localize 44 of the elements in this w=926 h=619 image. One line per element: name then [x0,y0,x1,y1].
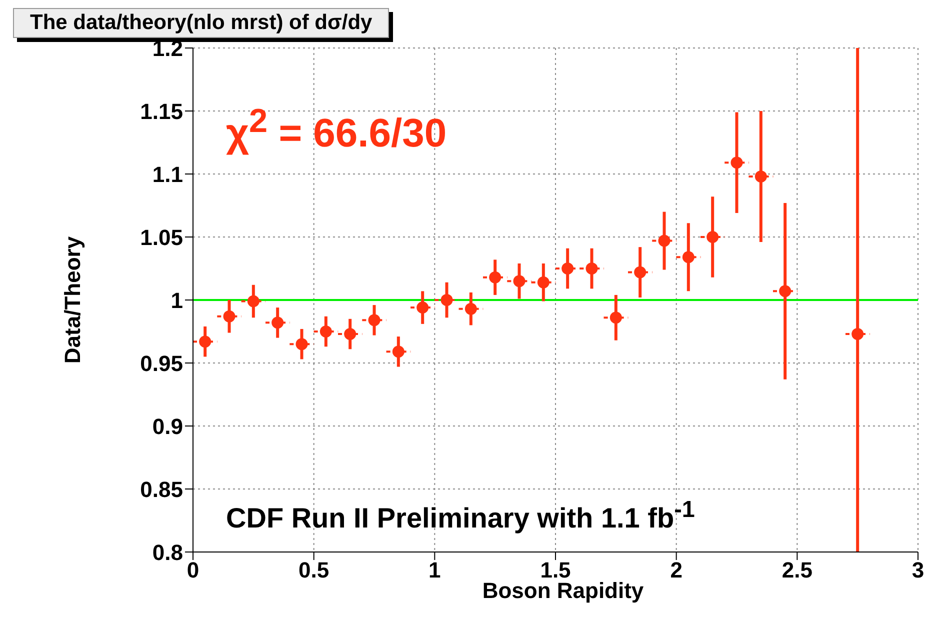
point [392,346,404,358]
point [779,285,792,298]
point [610,312,622,324]
x-tick-label: 2 [670,558,682,583]
point [223,310,236,322]
point [706,231,719,243]
x-tick-label: 0 [186,558,200,583]
y-tick-label: 1.05 [140,224,183,250]
y-tick-label: 0.95 [140,350,183,376]
y-tick-label: 0.85 [140,476,183,502]
point [537,276,550,288]
point [368,314,380,326]
annotation: CDF Run II Preliminary with 1.1 fb$^{-1}$ [226,496,695,534]
y-tick-label: 1.1 [152,162,183,187]
point [344,328,356,340]
point [586,262,598,274]
point [489,271,502,284]
point [247,295,260,308]
x-tick-label: 3 [912,558,924,583]
y-axis-title: Data/Theory [60,236,85,364]
point [682,251,694,264]
y-tick-label: 0.8 [152,540,183,565]
point [634,266,646,278]
x-tick-label: 2.5 [782,558,812,583]
point [852,328,864,340]
point [296,338,308,350]
y-tick-label: 0.9 [152,414,183,439]
point [416,302,429,314]
point [513,275,526,288]
point [320,326,332,338]
point [754,170,767,183]
y-tick-label: 1.15 [140,98,183,124]
chart-title: The data/theory(nlo mrst) of dσ/dy [30,11,372,34]
point [658,234,670,247]
point [199,336,212,348]
x-tick-label: 0.5 [298,558,330,583]
x-tick-label: 1 [428,558,441,583]
y-tick-label: 1 [170,288,183,313]
point [440,294,453,306]
annotation: χ$^{2}$ = 66.6/30 [226,103,447,156]
point [464,302,477,315]
point [730,156,743,169]
point [272,316,284,329]
point [562,262,574,274]
